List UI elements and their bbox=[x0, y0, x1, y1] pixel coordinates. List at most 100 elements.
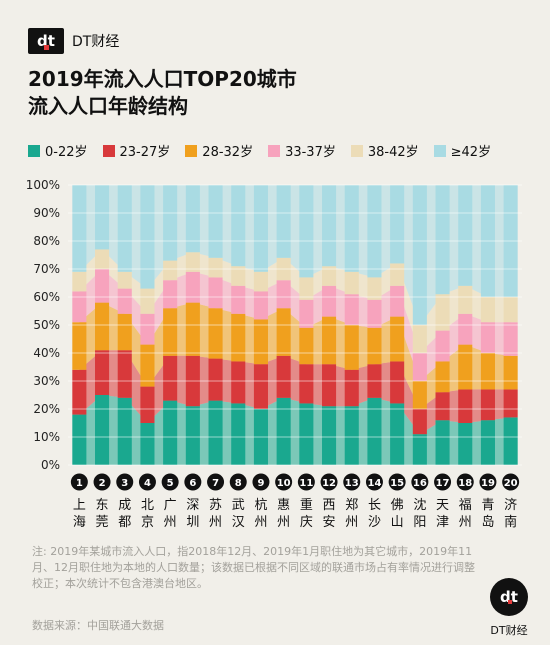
x-tick-label: 山 bbox=[391, 515, 404, 530]
rank-badge bbox=[275, 473, 293, 491]
bottom-logo: dt DT财经 bbox=[488, 578, 530, 638]
x-tick-label: 郑 bbox=[345, 498, 358, 513]
rank-label: 18 bbox=[458, 478, 472, 489]
rank-label: 13 bbox=[345, 478, 359, 489]
bar-segment bbox=[322, 285, 337, 317]
rank-label: 10 bbox=[277, 478, 291, 489]
bar-segment bbox=[140, 386, 155, 423]
footnote: 注: 2019年某城市流入人口，指2018年12月、2019年1月职住地为其它城… bbox=[32, 545, 475, 590]
legend-item-6: ≥42岁 bbox=[433, 141, 492, 160]
bar-segment bbox=[480, 297, 495, 323]
rank-label: 20 bbox=[504, 478, 518, 489]
area-band-5 bbox=[79, 249, 511, 353]
y-tick-label: 60% bbox=[33, 290, 60, 304]
bar-segment bbox=[140, 288, 155, 314]
bar-segment bbox=[344, 406, 359, 465]
rank-label: 17 bbox=[436, 478, 450, 489]
rank-badge bbox=[456, 473, 474, 491]
bar-segment bbox=[344, 185, 359, 272]
bar-segment bbox=[390, 403, 405, 465]
bar-segment bbox=[367, 397, 382, 465]
x-tick-label: 州 bbox=[345, 515, 358, 530]
bar-segment bbox=[322, 185, 337, 267]
bar-segment bbox=[480, 389, 495, 421]
rank-badge bbox=[70, 473, 88, 491]
bar-segment bbox=[435, 294, 450, 331]
dt-logo-icon: dt bbox=[28, 28, 64, 54]
bar-segment bbox=[95, 269, 110, 303]
bar-segment bbox=[163, 308, 178, 356]
bar-segment bbox=[163, 185, 178, 261]
bar-segment bbox=[72, 291, 87, 323]
x-tick-label: 莞 bbox=[96, 515, 109, 530]
rank-label: 5 bbox=[167, 478, 174, 489]
bar-segment bbox=[503, 355, 518, 390]
bar-segment bbox=[322, 406, 337, 465]
rank-badge bbox=[479, 473, 497, 491]
x-tick-label: 沈 bbox=[413, 498, 426, 513]
bar-segment bbox=[231, 361, 246, 404]
bar-segment bbox=[276, 280, 291, 309]
x-tick-label: 惠 bbox=[277, 498, 290, 513]
bar-segment bbox=[412, 381, 427, 409]
bar-segment bbox=[458, 313, 473, 345]
rank-badge bbox=[411, 473, 429, 491]
bar-segment bbox=[344, 325, 359, 370]
legend-label: ≥42岁 bbox=[450, 145, 492, 160]
bar-segment bbox=[163, 400, 178, 465]
bar-segment bbox=[72, 369, 87, 415]
bar-segment bbox=[458, 185, 473, 286]
y-tick-label: 0% bbox=[41, 458, 60, 472]
bar-segment bbox=[458, 389, 473, 423]
bar-segment bbox=[140, 313, 155, 345]
bar-segment bbox=[72, 185, 87, 272]
bar-segment bbox=[140, 344, 155, 387]
bar-segment bbox=[344, 369, 359, 407]
bar-segment bbox=[299, 327, 314, 365]
bar-segment bbox=[503, 297, 518, 323]
bar-segment bbox=[95, 350, 110, 395]
x-tick-label: 广 bbox=[164, 498, 177, 513]
bar-segment bbox=[95, 249, 110, 269]
bar-segment bbox=[367, 299, 382, 328]
x-tick-label: 福 bbox=[459, 498, 472, 513]
bar-segment bbox=[231, 266, 246, 286]
bar-segment bbox=[208, 277, 223, 309]
bar-segment bbox=[253, 364, 268, 409]
bottom-logo-label: DT财经 bbox=[490, 624, 528, 637]
rank-badge bbox=[388, 473, 406, 491]
x-tick-label: 安 bbox=[323, 515, 336, 530]
bar-segment bbox=[163, 280, 178, 309]
x-tick-label: 津 bbox=[436, 515, 449, 530]
y-tick-label: 90% bbox=[33, 206, 60, 220]
x-tick-label: 州 bbox=[164, 515, 177, 530]
rank-label: 9 bbox=[257, 478, 264, 489]
rank-label: 16 bbox=[413, 478, 427, 489]
bar-segment bbox=[435, 420, 450, 465]
rank-badge bbox=[252, 473, 270, 491]
rank-badge bbox=[161, 473, 179, 491]
legend-swatch bbox=[28, 144, 40, 157]
bar-segment bbox=[435, 361, 450, 393]
bar-segment bbox=[390, 316, 405, 362]
data-source: 数据来源：中国联通大数据 bbox=[32, 619, 164, 632]
bar-segment bbox=[117, 350, 132, 398]
rank-label: 4 bbox=[144, 478, 151, 489]
rank-label: 14 bbox=[367, 478, 381, 489]
bar-segment bbox=[253, 319, 268, 365]
bar-segment bbox=[231, 185, 246, 267]
rank-label: 12 bbox=[322, 478, 336, 489]
bar-segment bbox=[253, 291, 268, 320]
rank-badge bbox=[365, 473, 383, 491]
bar-segment bbox=[163, 260, 178, 281]
x-tick-label: 济 bbox=[504, 498, 517, 513]
bar-segment bbox=[390, 361, 405, 404]
rank-badge bbox=[343, 473, 361, 491]
legend-item-1: 0-22岁 bbox=[28, 141, 88, 160]
bar-segment bbox=[412, 434, 427, 465]
y-tick-label: 30% bbox=[33, 374, 60, 388]
bar-segment bbox=[367, 277, 382, 300]
bar-segment bbox=[458, 423, 473, 465]
bar-segment bbox=[299, 364, 314, 404]
bar-segment bbox=[367, 185, 382, 278]
